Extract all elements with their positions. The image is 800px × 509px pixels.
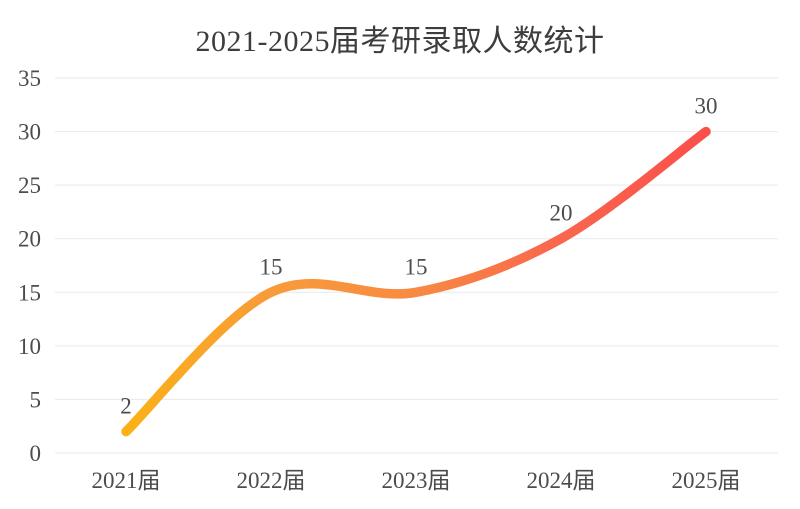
y-tick-label: 5 — [30, 387, 42, 412]
x-category-label: 2024届 — [527, 468, 596, 493]
chart-title: 2021-2025届考研录取人数统计 — [195, 25, 605, 58]
x-category-label: 2022届 — [237, 468, 306, 493]
data-label: 15 — [260, 254, 283, 279]
data-labels: 2 15 15 20 30 — [120, 94, 717, 419]
data-label: 15 — [405, 254, 428, 279]
line-series — [121, 126, 711, 437]
x-category-label: 2021届 — [92, 468, 161, 493]
y-tick-label: 10 — [18, 334, 41, 359]
y-tick-label: 15 — [18, 280, 41, 305]
gridlines — [55, 77, 778, 454]
data-label: 30 — [695, 94, 718, 119]
x-category-label: 2023届 — [382, 468, 451, 493]
y-tick-label: 20 — [18, 227, 41, 252]
y-axis-tick-labels: 0 5 10 15 20 25 30 35 — [18, 66, 41, 466]
x-category-label: 2025届 — [672, 468, 741, 493]
data-label: 2 — [120, 394, 132, 419]
y-tick-label: 35 — [18, 66, 41, 91]
data-label: 20 — [550, 201, 573, 226]
y-tick-label: 25 — [18, 173, 41, 198]
x-axis-category-labels: 2021届 2022届 2023届 2024届 2025届 — [92, 468, 741, 493]
y-tick-label: 0 — [30, 441, 42, 466]
y-tick-label: 30 — [18, 120, 41, 145]
